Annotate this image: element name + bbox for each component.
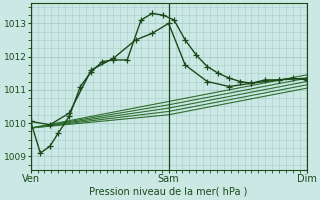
- X-axis label: Pression niveau de la mer( hPa ): Pression niveau de la mer( hPa ): [89, 187, 248, 197]
